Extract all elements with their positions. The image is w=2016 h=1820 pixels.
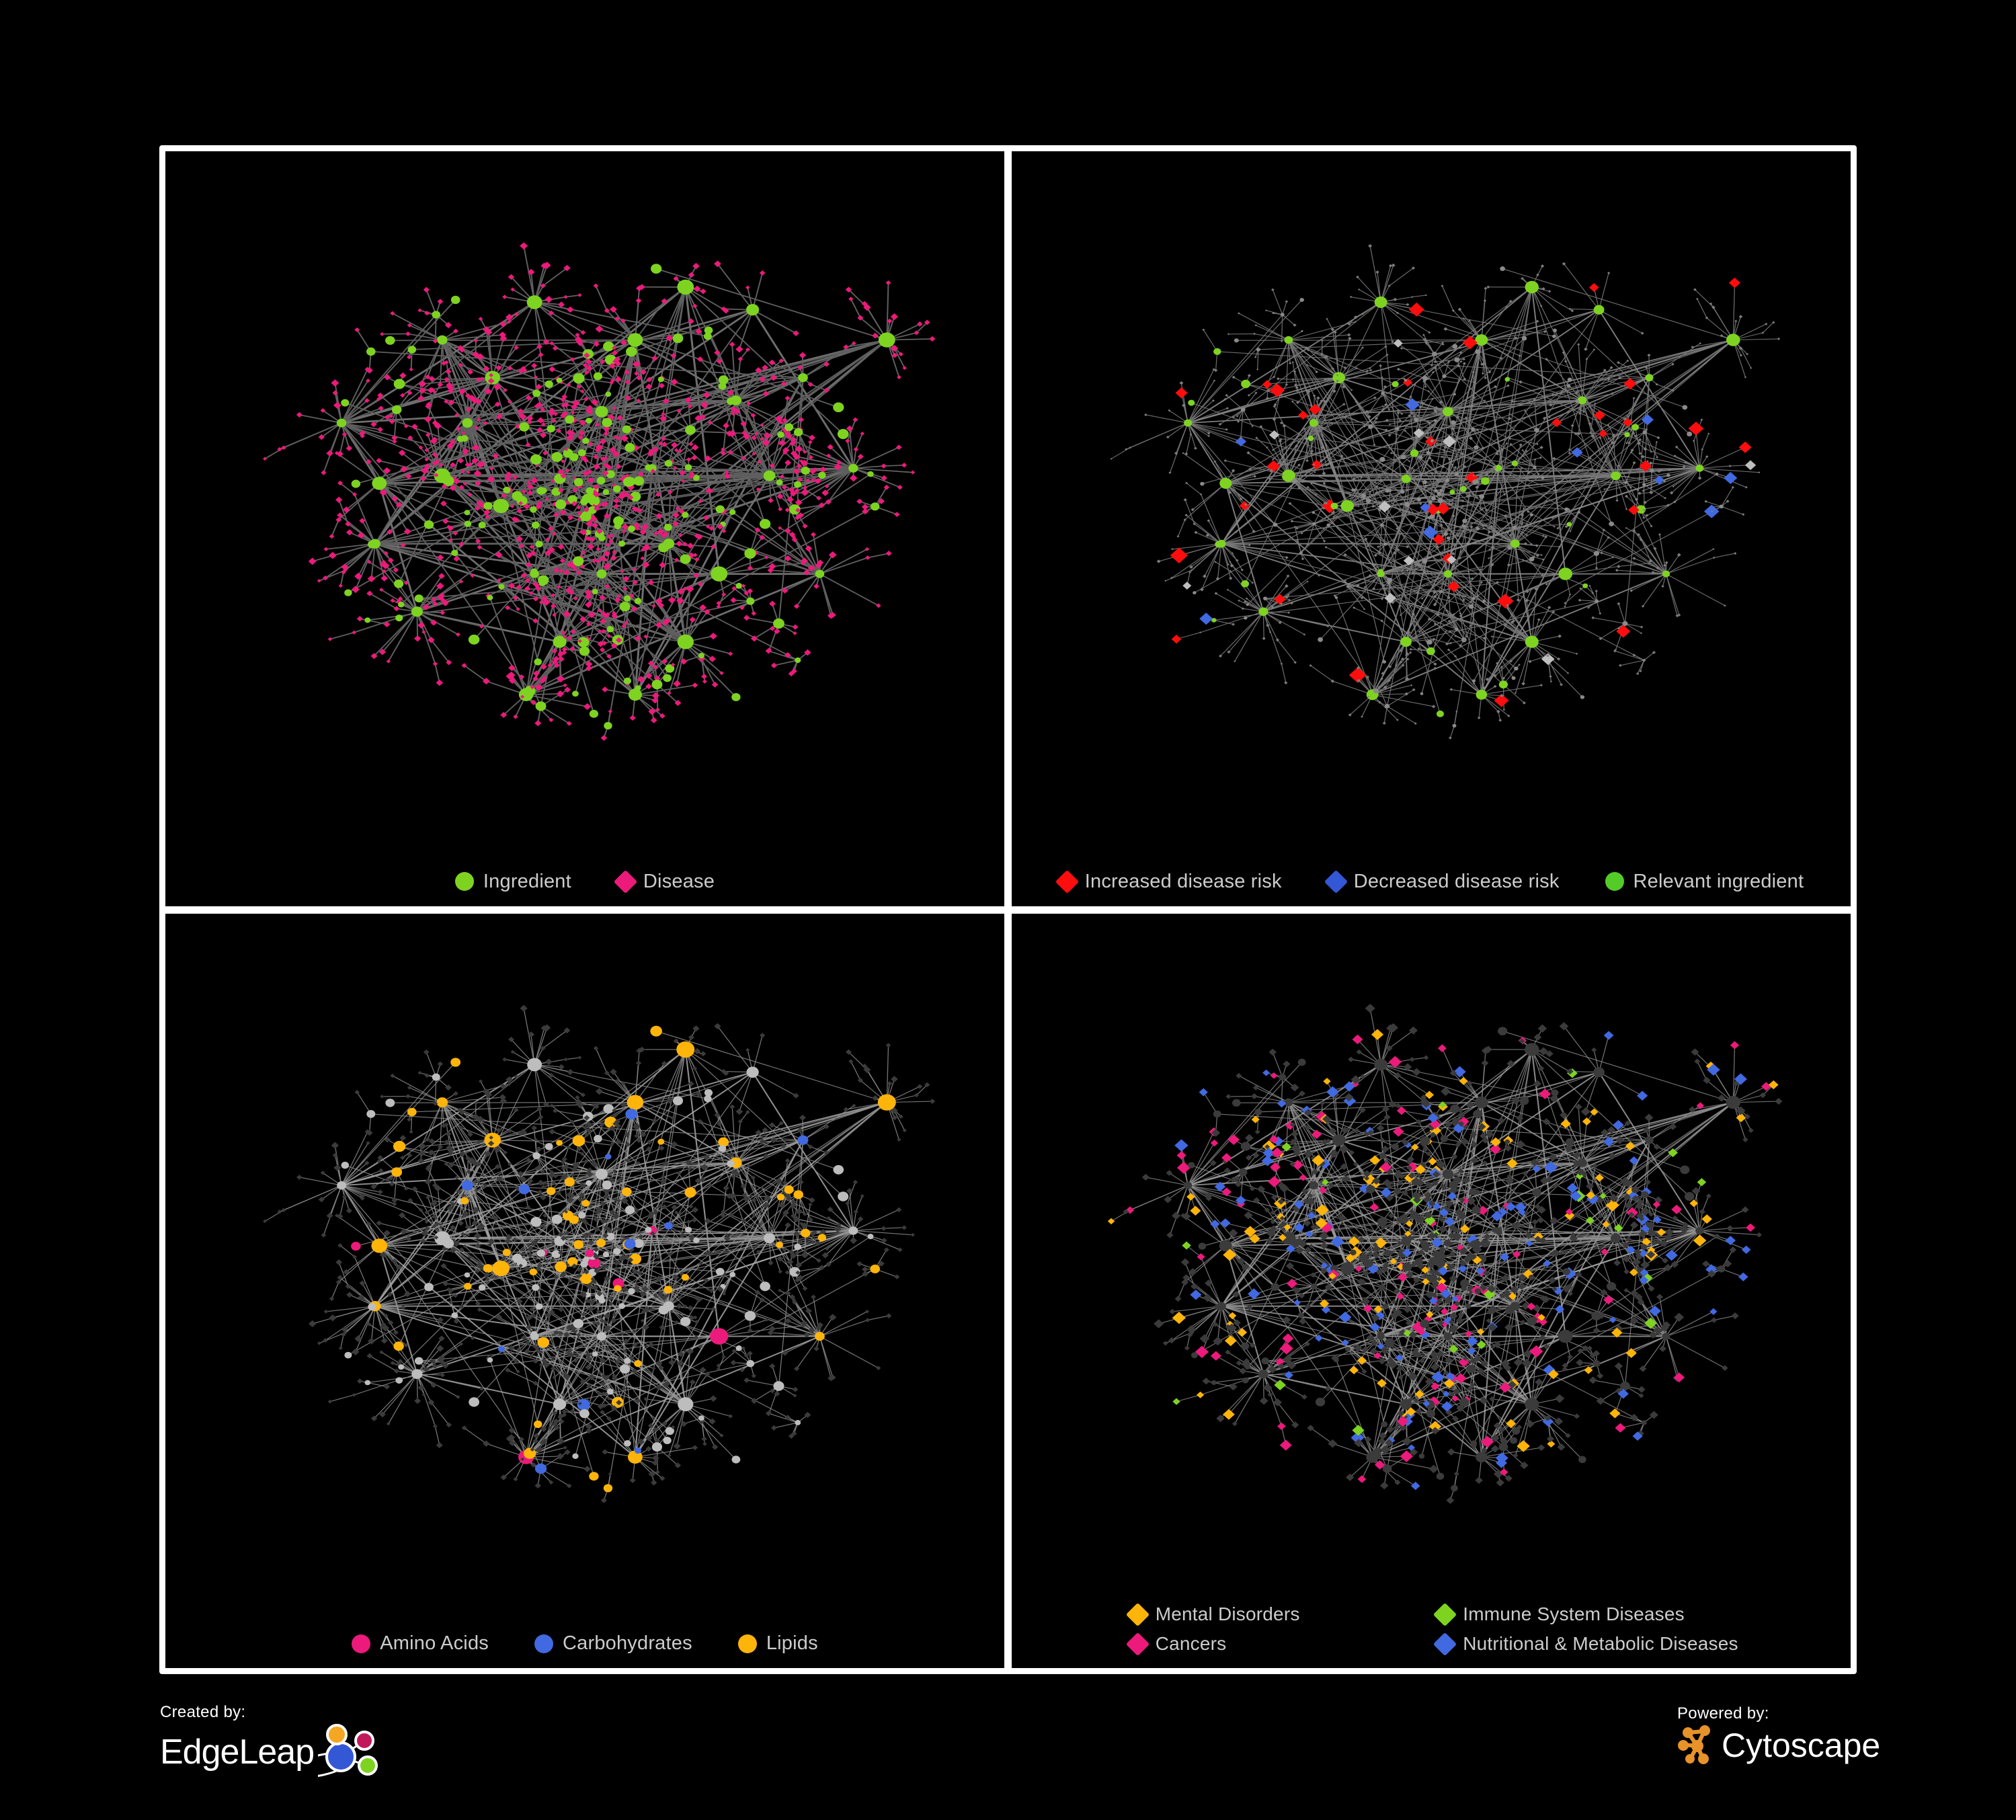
brand-cytoscape-kicker: Powered by: — [1677, 1704, 1769, 1723]
cytoscape-logo-icon — [1678, 1725, 1710, 1764]
network-canvas-ingredient-disease[interactable] — [165, 151, 1004, 906]
brand-edgeleap-name: EdgeLeap — [160, 1733, 315, 1772]
panel-ingredient-disease-network[interactable]: Ingredient Disease — [165, 151, 1004, 906]
brand-cytoscape-name: Cytoscape — [1722, 1727, 1881, 1764]
panel-disease-class-network[interactable]: Mental Disorders Immune System Diseases … — [1012, 913, 1851, 1669]
figure-frame: Ingredient Disease Increased disease ris… — [159, 145, 1857, 1674]
brand-cytoscape[interactable]: Powered by: — [1677, 1704, 1880, 1766]
brand-cytoscape-row: Cytoscape — [1677, 1725, 1880, 1766]
brand-edgeleap-kicker: Created by: — [160, 1703, 246, 1721]
network-canvas-ingredient-class[interactable] — [165, 914, 1004, 1669]
panel-grid: Ingredient Disease Increased disease ris… — [165, 151, 1851, 1668]
edgeleap-logo-icon — [318, 1724, 378, 1778]
brand-edgeleap-row: EdgeLeap — [160, 1723, 388, 1781]
panel-ingredient-class-network[interactable]: Amino Acids Carbohydrates Lipids — [165, 913, 1004, 1669]
network-canvas-disease-risk[interactable] — [1012, 151, 1851, 906]
panel-disease-risk-network[interactable]: Increased disease risk Decreased disease… — [1012, 151, 1851, 906]
brand-edgeleap[interactable]: Created by: EdgeLeap — [160, 1703, 388, 1781]
footer: Created by: EdgeLeap Powered by: — [0, 1676, 2016, 1820]
network-canvas-disease-class[interactable] — [1012, 914, 1851, 1669]
